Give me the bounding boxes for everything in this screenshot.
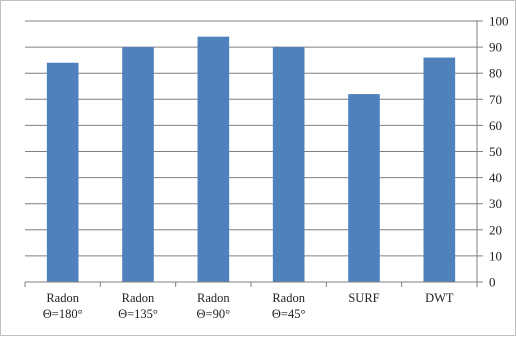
x-category-label: Θ=135° [118, 307, 158, 321]
axes [24, 20, 483, 287]
x-category-label: SURF [348, 291, 379, 305]
y-tick-label: 30 [489, 196, 502, 211]
y-tick-label: 0 [489, 275, 496, 290]
x-category-label: Radon [272, 291, 305, 305]
x-category-label: Θ=45° [272, 307, 306, 321]
y-tick-label: 60 [489, 118, 502, 133]
y-tick-label: 50 [489, 144, 502, 159]
x-category-label: Radon [46, 291, 79, 305]
y-tick-label: 10 [489, 248, 502, 263]
bar [122, 47, 154, 282]
x-category-label: Radon [122, 291, 155, 305]
y-tick-label: 70 [489, 92, 502, 107]
x-category-label: Θ=90° [197, 307, 231, 321]
x-category-label: Θ=180° [43, 307, 83, 321]
bar [46, 62, 79, 283]
y-tick-labels: 0 10 20 30 40 50 60 70 80 90 100 [489, 14, 509, 290]
x-category-label: Radon [197, 291, 230, 305]
bar [272, 47, 305, 282]
y-tick-label: 80 [489, 66, 502, 81]
y-tick-label: 100 [489, 14, 509, 29]
gridlines [25, 20, 477, 257]
y-tick-label: 90 [489, 40, 502, 55]
bar [423, 57, 456, 282]
y-tick-label: 20 [489, 222, 502, 237]
x-category-labels: Radon Θ=180° Radon Θ=135° Radon Θ=90° Radon Θ=4… [43, 291, 454, 321]
y-tick-label: 40 [489, 170, 502, 185]
bar [197, 36, 230, 282]
bars [46, 36, 456, 283]
x-category-label: DWT [425, 291, 454, 305]
bar [348, 94, 380, 282]
